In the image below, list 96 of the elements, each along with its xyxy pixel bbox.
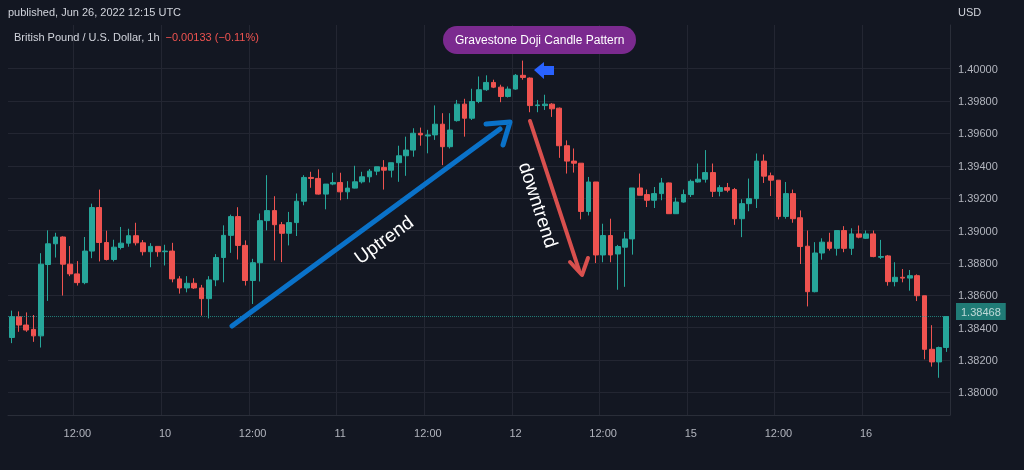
y-tick-label: 1.38600 (958, 289, 998, 302)
candlestick (462, 98, 467, 138)
y-tick-label: 1.39000 (958, 224, 998, 237)
y-tick-label: 1.39400 (958, 159, 998, 172)
candlestick (900, 268, 905, 283)
x-tick-label: 12 (509, 426, 522, 439)
candlestick (191, 277, 197, 290)
x-tick-label: 12:00 (414, 426, 442, 439)
y-tick-label: 1.38200 (958, 353, 998, 366)
y-tick-label: 1.38400 (958, 321, 998, 334)
candlestick (337, 172, 343, 201)
candlestick (608, 218, 613, 263)
candlestick (162, 244, 168, 266)
x-tick-label: 15 (684, 426, 697, 439)
candlestick (126, 228, 131, 248)
candlestick (717, 184, 723, 197)
candlestick (651, 186, 657, 209)
candlestick (586, 176, 591, 216)
candlestick (827, 232, 832, 252)
candlestick (885, 254, 891, 287)
candlestick (535, 99, 540, 113)
candlestick (345, 180, 350, 200)
candlestick (732, 187, 737, 226)
candlestick (221, 224, 226, 283)
candlestick (929, 324, 935, 368)
candlestick (454, 99, 460, 123)
candlestick (754, 152, 759, 209)
candlestick (856, 225, 862, 239)
candlestick (834, 230, 840, 257)
candlestick (870, 230, 876, 258)
candlestick (681, 189, 686, 204)
candlestick (184, 275, 190, 293)
candlestick (841, 225, 847, 253)
candlestick (724, 182, 730, 193)
candlestick (783, 181, 789, 220)
candlestick (53, 232, 58, 259)
candlestick (659, 177, 664, 201)
candlestick (104, 230, 109, 261)
candlestick (513, 73, 518, 91)
candlestick (199, 284, 204, 317)
x-tick-label: 12:00 (589, 426, 617, 439)
candlestick (279, 221, 285, 263)
candlestick (505, 85, 511, 98)
ref-line-label: 1.38468 (961, 305, 1001, 318)
candlestick (673, 197, 679, 215)
annotation: Gravestone Doji Candle Pattern (443, 26, 637, 54)
y-tick-label: 1.40000 (958, 62, 998, 75)
candlestick (914, 273, 920, 302)
candlestick (31, 314, 36, 343)
y-tick-label: 1.39800 (958, 95, 998, 108)
candlestick (542, 94, 548, 111)
y-tick-label: 1.38000 (958, 386, 998, 399)
candlestick (381, 159, 387, 191)
candlestick (440, 112, 445, 166)
candlestick (600, 223, 606, 263)
y-tick-label: 1.39200 (958, 192, 998, 205)
candlestick (447, 112, 453, 149)
y-tick-label: 1.38800 (958, 256, 998, 269)
candlestick (148, 242, 153, 268)
candlestick (710, 163, 716, 198)
x-tick-label: 12:00 (63, 426, 92, 439)
candlestick (907, 269, 913, 292)
x-tick-label: 16 (859, 426, 873, 439)
candlestick (301, 174, 307, 206)
candlestick (367, 168, 372, 183)
candlestick (878, 239, 884, 260)
y-axis-title: USD (958, 5, 982, 18)
candlestick (491, 79, 496, 89)
x-tick-label: 10 (158, 426, 172, 439)
candlestick (388, 162, 394, 178)
x-tick-label: 11 (334, 426, 346, 439)
candlestick (418, 127, 423, 147)
candlestick (286, 211, 292, 246)
candlestick (96, 189, 102, 262)
candlestick (593, 181, 599, 264)
candlestick (169, 242, 175, 283)
text: British Pound / U.S. Dollar, 1h (14, 31, 160, 43)
text: published, Jun 26, 2022 12:15 UTC (8, 6, 182, 18)
candlestick (805, 230, 810, 307)
candlestick (228, 214, 234, 254)
y-tick-label: 1.39600 (958, 127, 998, 140)
x-tick-label: 12:00 (764, 426, 793, 439)
candlestick (922, 295, 927, 360)
candlestick (272, 195, 277, 261)
annotation: −0.00133 (−0.11%) (165, 31, 259, 43)
candlestick (666, 182, 672, 215)
candlestick (863, 230, 869, 240)
candlestick (374, 166, 380, 176)
candlestick (294, 192, 299, 237)
x-tick-label: 12:00 (238, 426, 267, 439)
candlestick (776, 179, 781, 220)
candlestick (155, 245, 161, 258)
candlestick (177, 275, 182, 295)
candlestick (498, 84, 504, 103)
candlestick (892, 261, 898, 287)
candlestick (849, 227, 854, 256)
